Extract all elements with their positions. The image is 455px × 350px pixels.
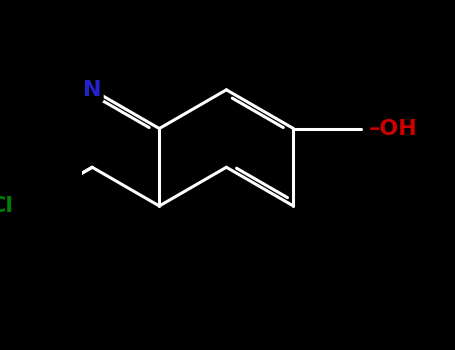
- Text: N: N: [83, 80, 101, 100]
- Text: –OH: –OH: [368, 119, 417, 139]
- Text: Cl: Cl: [0, 196, 14, 216]
